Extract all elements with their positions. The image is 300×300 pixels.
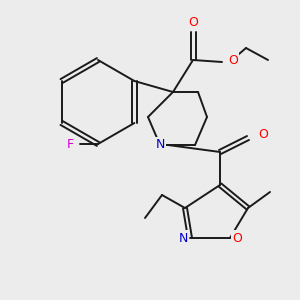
Text: O: O xyxy=(228,53,238,67)
Text: N: N xyxy=(178,232,188,244)
Text: N: N xyxy=(155,139,165,152)
Text: O: O xyxy=(188,16,198,28)
Text: O: O xyxy=(232,232,242,244)
Text: O: O xyxy=(258,128,268,142)
Text: F: F xyxy=(66,137,74,151)
